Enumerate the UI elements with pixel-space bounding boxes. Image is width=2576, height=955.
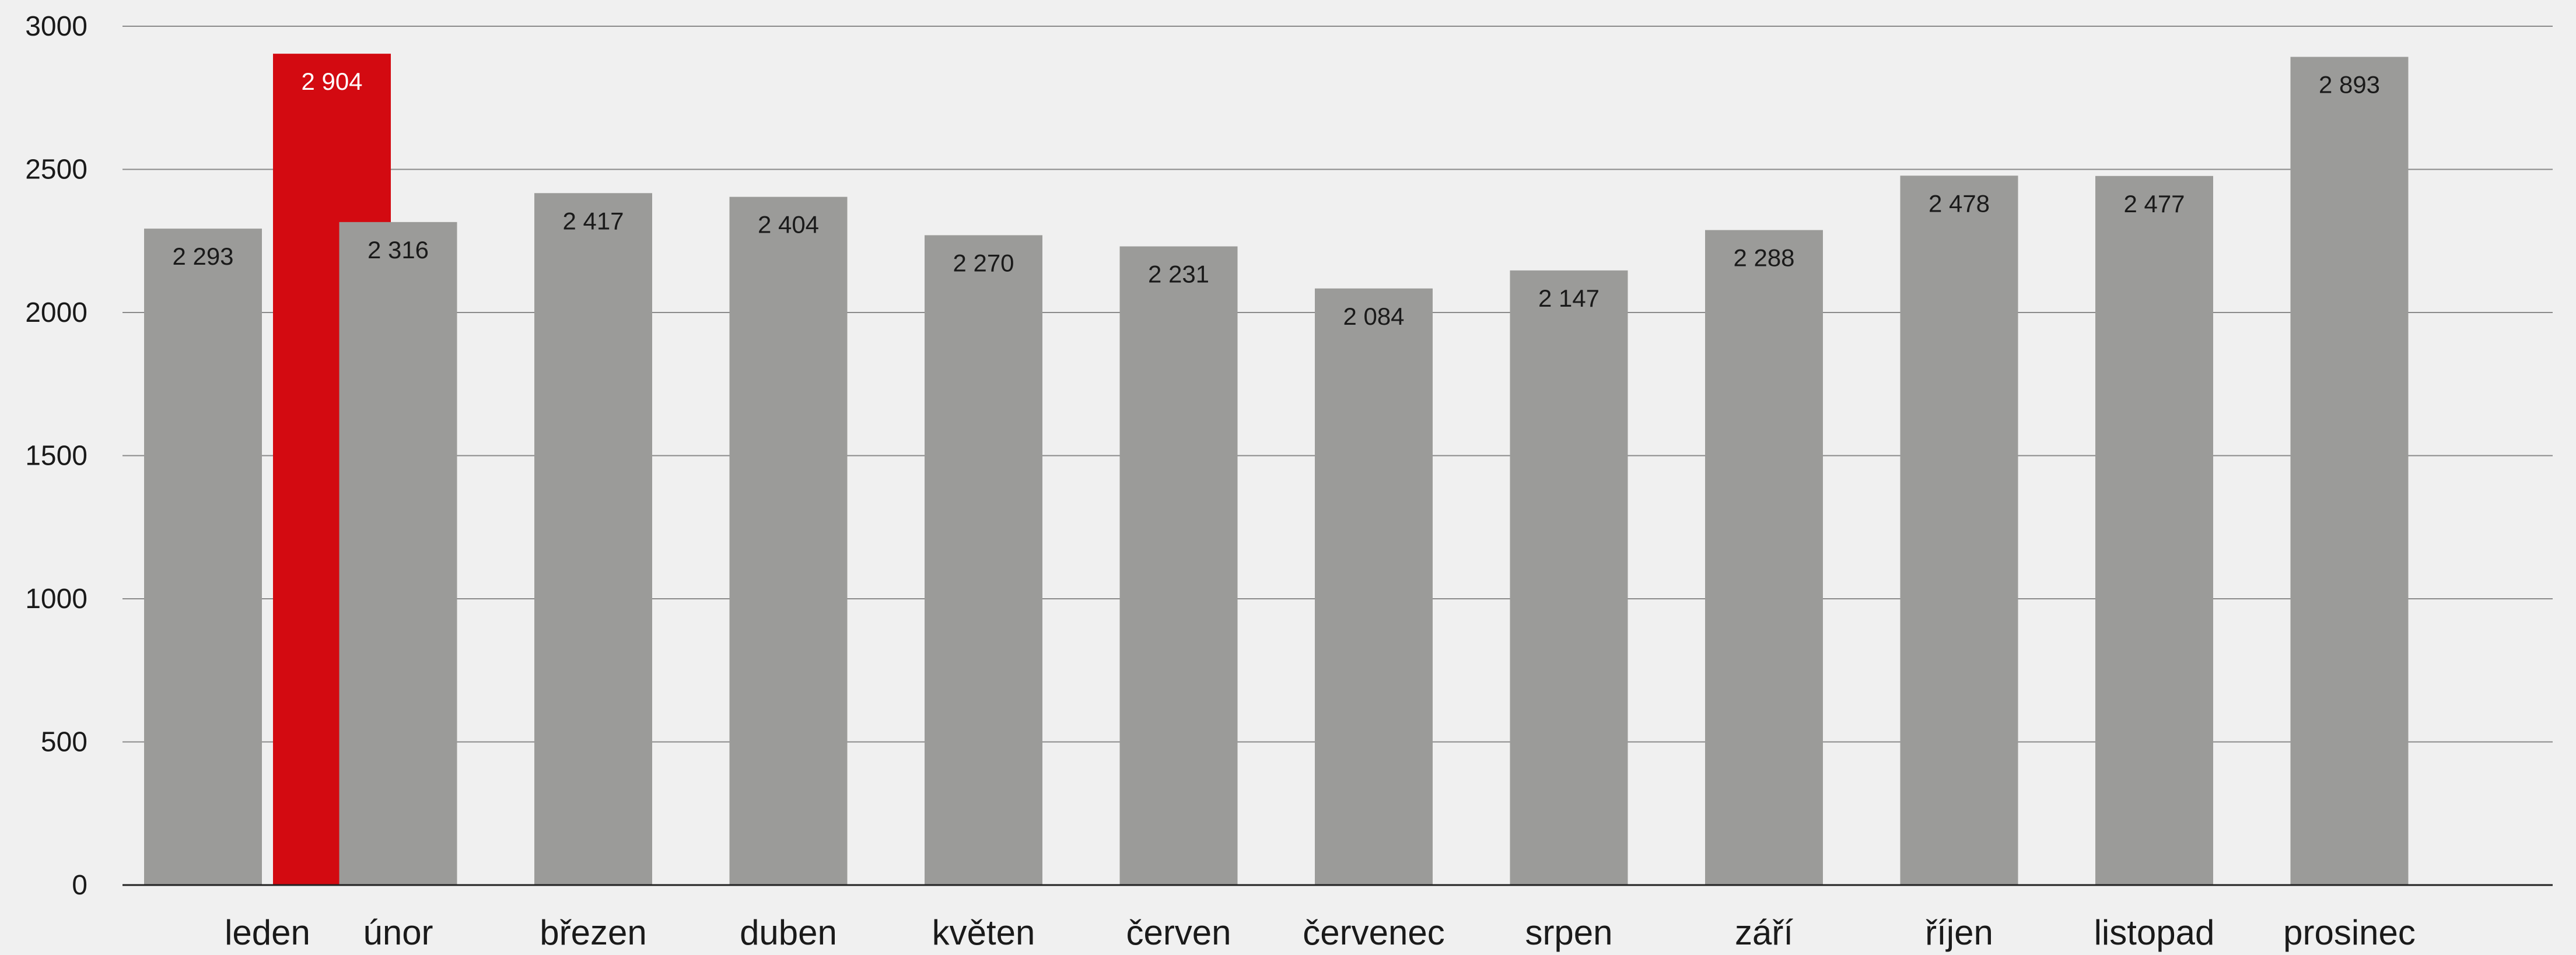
data-label-únor: 2 316 <box>368 236 429 264</box>
y-tick-label-1000: 1000 <box>25 584 88 615</box>
bar-říjen <box>1900 175 2018 885</box>
x-tick-label-srpen: srpen <box>1525 913 1612 952</box>
x-tick-label-červenec: červenec <box>1303 913 1444 952</box>
bar-duben <box>729 196 848 885</box>
x-tick-label-říjen: říjen <box>1925 913 1993 952</box>
x-tick-label-červen: červen <box>1126 913 1231 952</box>
y-tick-label-500: 500 <box>41 727 88 758</box>
bar-leden <box>144 229 262 886</box>
bar-září <box>1705 230 1823 885</box>
bar-srpen <box>1510 270 1628 885</box>
data-label-duben: 2 404 <box>758 211 819 238</box>
data-label-červenec: 2 084 <box>1343 303 1404 330</box>
data-label-listopad: 2 477 <box>2123 190 2185 217</box>
y-tick-label-2000: 2000 <box>25 297 88 328</box>
bar-listopad <box>2095 175 2213 886</box>
bar-únor <box>339 222 457 885</box>
x-tick-label-září: září <box>1735 913 1793 952</box>
data-label-březen: 2 417 <box>562 207 624 234</box>
y-tick-label-0: 0 <box>72 870 88 901</box>
x-tick-label-listopad: listopad <box>2094 913 2215 952</box>
bar-březen <box>534 193 652 886</box>
x-tick-label-březen: březen <box>540 913 646 952</box>
y-tick-label-2500: 2500 <box>25 155 88 185</box>
bar-květen <box>925 235 1042 886</box>
y-axis-tick-labels: 0 500 1000 1500 2000 2500 3000 <box>25 11 88 901</box>
bars <box>144 54 2409 886</box>
data-label-leden: 2 293 <box>172 243 233 270</box>
bar-červen <box>1119 246 1238 886</box>
x-tick-label-únor: únor <box>363 913 433 952</box>
data-label-leden-highlight: 2 904 <box>301 68 362 95</box>
x-tick-label-květen: květen <box>932 913 1035 952</box>
data-label-červen: 2 231 <box>1148 261 1209 288</box>
data-label-květen: 2 270 <box>953 249 1014 276</box>
x-tick-label-leden: leden <box>225 913 310 952</box>
bar-červenec <box>1315 288 1433 886</box>
y-tick-label-1500: 1500 <box>25 441 88 472</box>
data-label-prosinec: 2 893 <box>2319 71 2380 99</box>
x-tick-label-prosinec: prosinec <box>2283 913 2416 952</box>
data-labels: 2 293 2 904 2 316 2 417 2 404 2 270 2 231 2 084… <box>172 68 2380 330</box>
y-tick-label-3000: 3000 <box>25 11 88 42</box>
bar-prosinec <box>2290 57 2409 886</box>
x-axis-tick-labels: leden únor březen duben květen červen červenec… <box>225 913 2416 952</box>
data-label-září: 2 288 <box>1733 244 1794 272</box>
x-tick-label-duben: duben <box>740 913 837 952</box>
data-label-říjen: 2 478 <box>1929 189 1990 217</box>
data-label-srpen: 2 147 <box>1538 285 1600 312</box>
